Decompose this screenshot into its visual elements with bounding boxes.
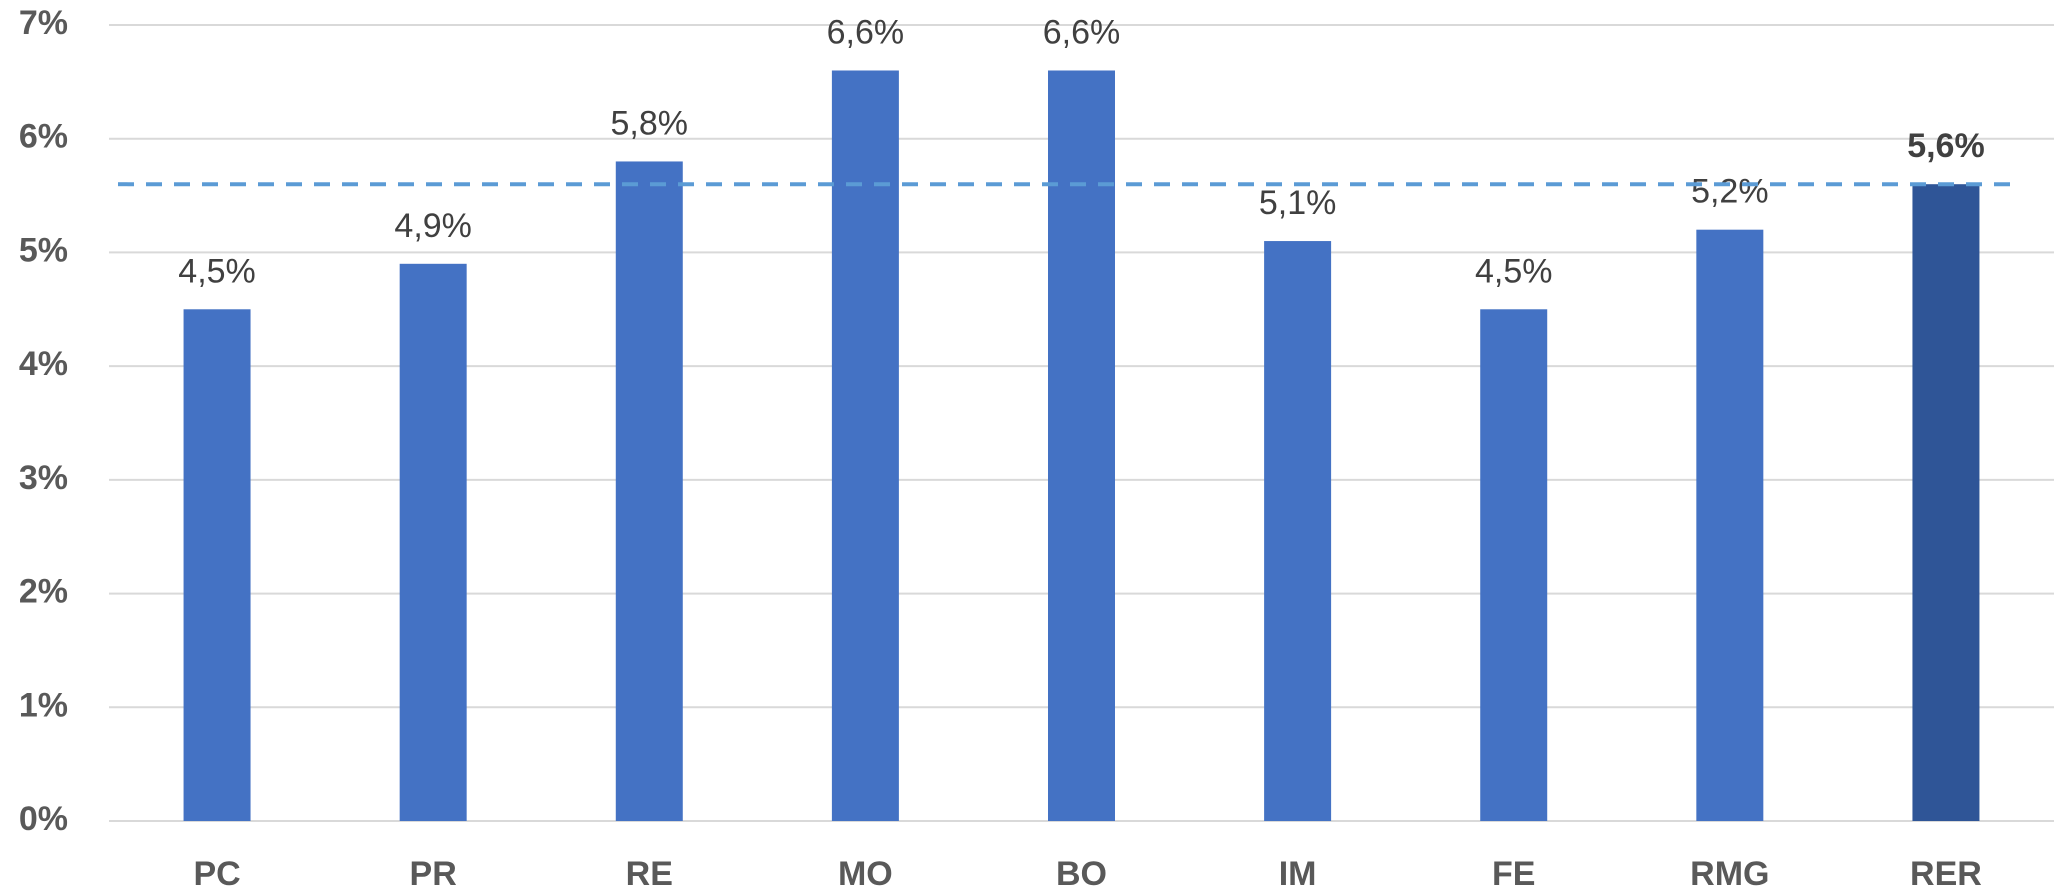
y-tick-label: 5% (19, 231, 68, 269)
bar (1048, 70, 1115, 821)
bar (1480, 309, 1548, 821)
x-tick-label: FE (1492, 855, 1535, 893)
bar (1696, 229, 1764, 821)
y-tick-label: 3% (19, 459, 68, 497)
y-tick-label: 4% (19, 345, 68, 383)
y-tick-label: 2% (19, 573, 68, 611)
y-tick-label: 7% (19, 4, 68, 42)
value-label: 6,6% (1043, 13, 1121, 51)
value-label: 5,1% (1259, 184, 1337, 222)
y-tick-label: 1% (19, 686, 68, 724)
y-tick-label: 6% (19, 118, 68, 156)
value-label: 4,5% (1475, 252, 1553, 290)
bar (1912, 184, 1980, 821)
y-tick-label: 0% (19, 800, 68, 838)
bar (831, 70, 899, 821)
value-label: 4,5% (178, 252, 256, 290)
value-label: 5,6% (1907, 127, 1985, 165)
bar (1264, 241, 1332, 822)
value-label: 5,2% (1691, 173, 1769, 211)
bar (183, 309, 251, 821)
bar (399, 263, 467, 821)
value-label: 6,6% (827, 13, 905, 51)
x-tick-label: RER (1910, 855, 1982, 893)
value-label: 5,8% (611, 104, 689, 142)
x-tick-label: RMG (1690, 855, 1769, 893)
x-tick-label: RE (626, 855, 673, 893)
x-tick-label: IM (1279, 855, 1317, 893)
x-tick-label: BO (1056, 855, 1107, 893)
bar (615, 161, 683, 821)
value-label: 4,9% (394, 207, 472, 245)
x-tick-label: PC (193, 855, 240, 893)
x-tick-label: PR (410, 855, 457, 893)
x-tick-label: MO (838, 855, 893, 893)
